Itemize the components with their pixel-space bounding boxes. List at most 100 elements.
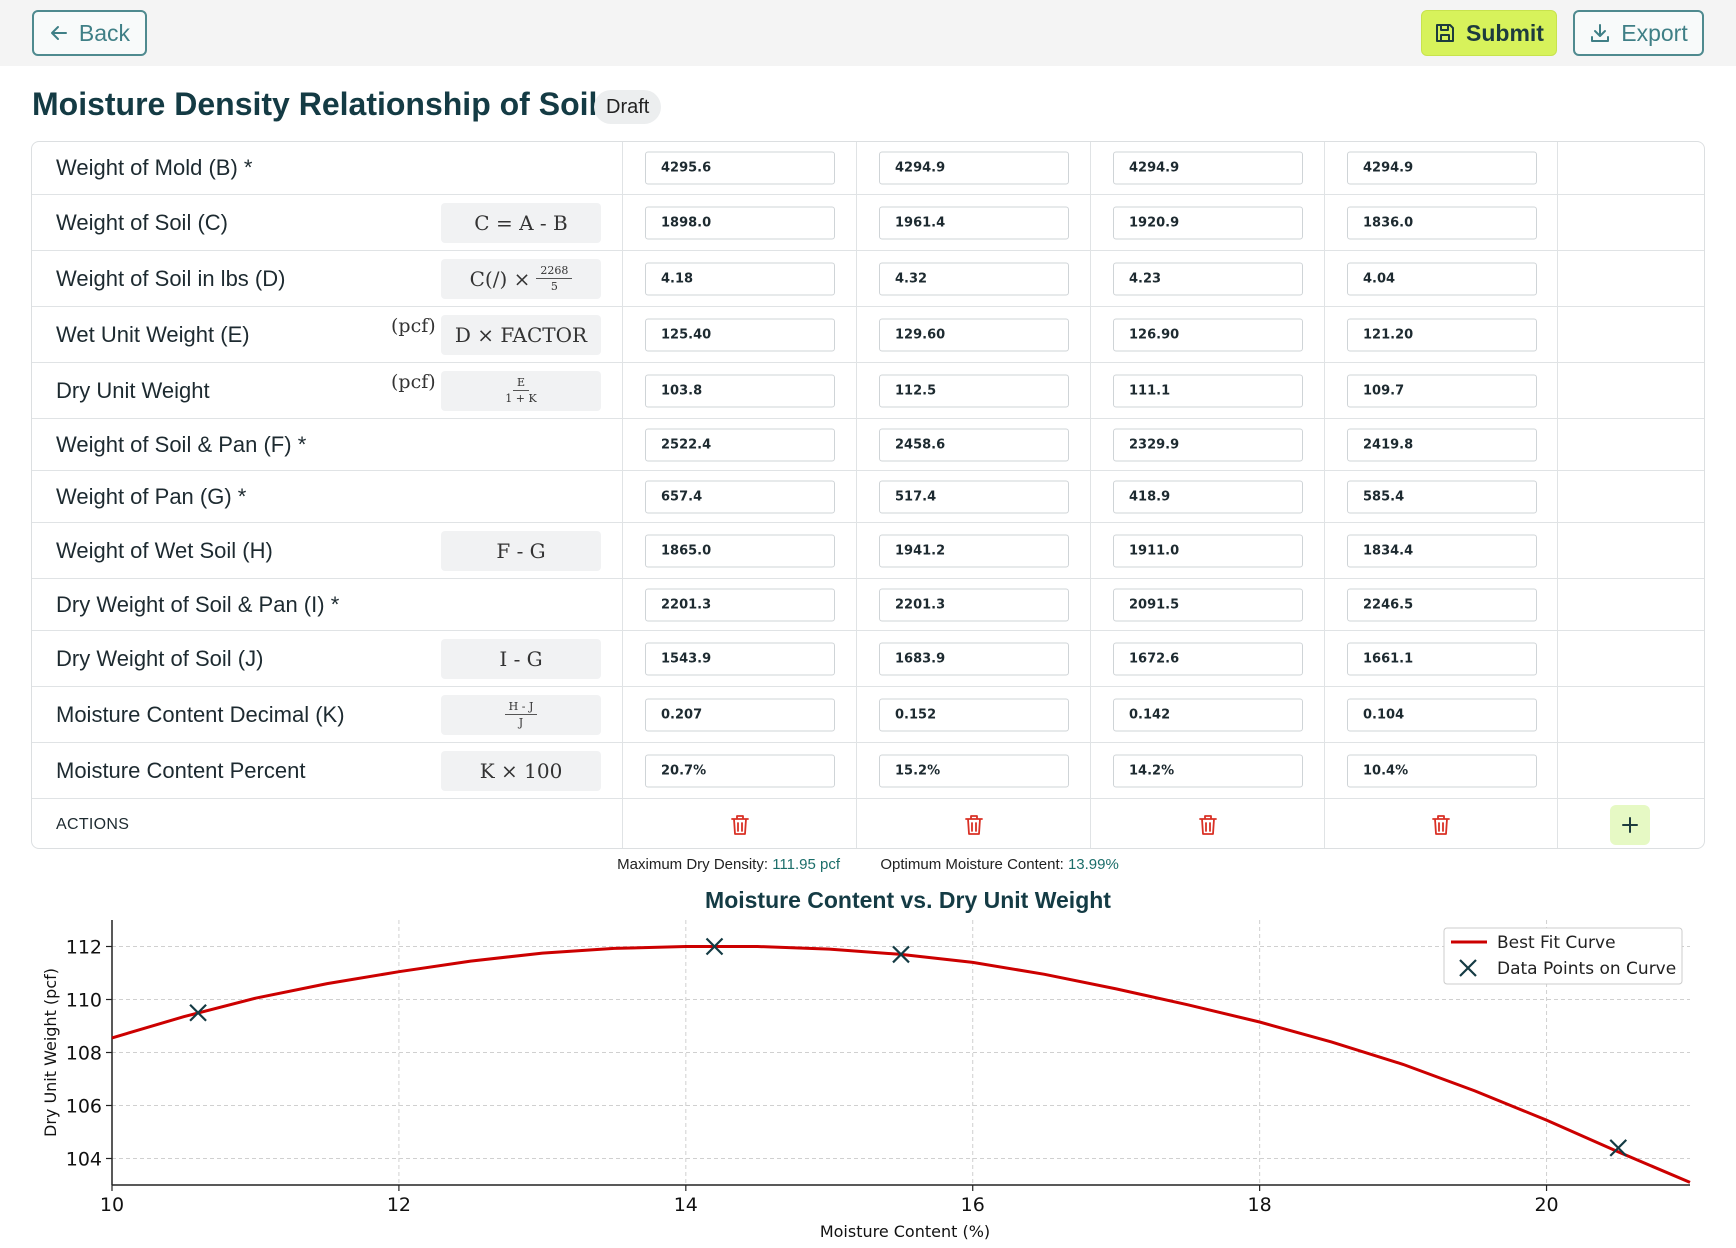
- value-input[interactable]: 4294.9: [879, 151, 1069, 185]
- value-cell: 657.4: [623, 471, 857, 522]
- data-point: [189, 1003, 207, 1022]
- table-row: Weight of Soil & Pan (F) * 2522.4 2458.6 23…: [32, 419, 1704, 471]
- value-input[interactable]: 418.9: [1113, 480, 1303, 513]
- value-cell: 1836.0: [1325, 195, 1558, 250]
- actions-label-cell: ACTIONS: [32, 799, 623, 848]
- table-row: Weight of Mold (B) * 4295.6 4294.9 4294.9 42…: [32, 142, 1704, 195]
- action-cell: [1325, 799, 1558, 848]
- value-input[interactable]: 103.8: [645, 374, 835, 407]
- value-cell: 1683.9: [857, 631, 1091, 686]
- value-cell: 15.2%: [857, 743, 1091, 798]
- value-input[interactable]: 1898.0: [645, 206, 835, 239]
- value-cell: 2246.5: [1325, 579, 1558, 630]
- value-input[interactable]: 1865.0: [645, 534, 835, 567]
- value-input[interactable]: 0.152: [879, 698, 1069, 731]
- value-input[interactable]: 2329.9: [1113, 428, 1303, 461]
- value-input[interactable]: 109.7: [1347, 374, 1537, 407]
- value-input[interactable]: 2522.4: [645, 428, 835, 461]
- formula: I - G: [441, 638, 601, 679]
- value-input[interactable]: 1672.6: [1113, 642, 1303, 675]
- x-tick-label: 12: [387, 1194, 411, 1216]
- row-label: Weight of Soil & Pan (F) *: [56, 431, 307, 457]
- value-input[interactable]: 10.4%: [1347, 754, 1537, 787]
- value-input[interactable]: 2458.6: [879, 428, 1069, 461]
- value-input[interactable]: 1683.9: [879, 642, 1069, 675]
- add-column-button[interactable]: [1610, 804, 1650, 845]
- export-button[interactable]: Export: [1573, 10, 1704, 56]
- value-cell: 585.4: [1325, 471, 1558, 522]
- value-cell: 4.18: [623, 251, 857, 306]
- value-input[interactable]: 20.7%: [645, 754, 835, 787]
- value-input[interactable]: 4295.6: [645, 151, 835, 185]
- value-input[interactable]: 4.04: [1347, 262, 1537, 295]
- actions-row: ACTIONS: [32, 799, 1704, 848]
- value-input[interactable]: 1941.2: [879, 534, 1069, 567]
- trash-icon[interactable]: [1429, 813, 1453, 837]
- data-point: [892, 945, 910, 964]
- submit-button[interactable]: Submit: [1421, 10, 1557, 56]
- row-label: Weight of Wet Soil (H): [56, 537, 273, 563]
- value-input[interactable]: 2201.3: [645, 588, 835, 621]
- value-cell: 1834.4: [1325, 523, 1558, 578]
- value-input[interactable]: 0.142: [1113, 698, 1303, 731]
- value-input[interactable]: 112.5: [879, 374, 1069, 407]
- value-input[interactable]: 0.207: [645, 698, 835, 731]
- empty-cell: [1558, 195, 1704, 250]
- value-input[interactable]: 2419.8: [1347, 428, 1537, 461]
- value-input[interactable]: 126.90: [1113, 318, 1303, 351]
- value-input[interactable]: 4.18: [645, 262, 835, 295]
- value-input[interactable]: 2091.5: [1113, 588, 1303, 621]
- value-input[interactable]: 125.40: [645, 318, 835, 351]
- value-cell: 517.4: [857, 471, 1091, 522]
- value-cell: 14.2%: [1091, 743, 1325, 798]
- value-cell: 111.1: [1091, 363, 1325, 418]
- value-input[interactable]: 121.20: [1347, 318, 1537, 351]
- row-label-cell: Weight of Soil in lbs (D) C(/) × 2268 5: [32, 251, 623, 306]
- back-button[interactable]: Back: [32, 10, 147, 56]
- value-input[interactable]: 4294.9: [1113, 151, 1303, 185]
- value-input[interactable]: 1661.1: [1347, 642, 1537, 675]
- formula-fraction: 2268 5: [536, 264, 573, 293]
- value-input[interactable]: 2201.3: [879, 588, 1069, 621]
- value-input[interactable]: 0.104: [1347, 698, 1537, 731]
- value-input[interactable]: 4294.9: [1347, 151, 1537, 185]
- value-input[interactable]: 111.1: [1113, 374, 1303, 407]
- value-cell: 2201.3: [857, 579, 1091, 630]
- empty-cell: [1558, 363, 1704, 418]
- table-row: Weight of Soil in lbs (D) C(/) × 2268 5 4.18…: [32, 251, 1704, 307]
- formula-numerator: E: [512, 376, 530, 391]
- value-input[interactable]: 14.2%: [1113, 754, 1303, 787]
- value-input[interactable]: 1834.4: [1347, 534, 1537, 567]
- trash-icon[interactable]: [962, 813, 986, 837]
- row-label: Weight of Pan (G) *: [56, 483, 247, 509]
- value-input[interactable]: 129.60: [879, 318, 1069, 351]
- value-cell: 1672.6: [1091, 631, 1325, 686]
- value-input[interactable]: 657.4: [645, 480, 835, 513]
- value-cell: 4295.6: [623, 142, 857, 194]
- value-input[interactable]: 15.2%: [879, 754, 1069, 787]
- value-input[interactable]: 585.4: [1347, 480, 1537, 513]
- row-label: Dry Weight of Soil (J): [56, 645, 264, 671]
- value-input[interactable]: 1961.4: [879, 206, 1069, 239]
- value-input[interactable]: 4.32: [879, 262, 1069, 295]
- value-input[interactable]: 517.4: [879, 480, 1069, 513]
- value-input[interactable]: 1911.0: [1113, 534, 1303, 567]
- y-tick-label: 104: [66, 1149, 102, 1171]
- y-tick-label: 112: [66, 937, 102, 959]
- value-input[interactable]: 1920.9: [1113, 206, 1303, 239]
- trash-icon[interactable]: [728, 813, 752, 837]
- value-input[interactable]: 1543.9: [645, 642, 835, 675]
- value-input[interactable]: 2246.5: [1347, 588, 1537, 621]
- table-row: Wet Unit Weight (E) (pcf) D × FACTOR 125.40…: [32, 307, 1704, 363]
- row-label-cell: Moisture Content Percent K × 100: [32, 743, 623, 798]
- trash-icon[interactable]: [1196, 813, 1220, 837]
- x-tick-label: 18: [1248, 1194, 1272, 1216]
- table-row: Weight of Soil (C) C = A - B 1898.0 1961.4 1…: [32, 195, 1704, 251]
- plus-icon: [1622, 816, 1638, 833]
- value-input[interactable]: 1836.0: [1347, 206, 1537, 239]
- row-label-cell: Weight of Pan (G) *: [32, 471, 623, 522]
- x-tick-label: 20: [1534, 1194, 1558, 1216]
- empty-cell: [1558, 579, 1704, 630]
- value-input[interactable]: 4.23: [1113, 262, 1303, 295]
